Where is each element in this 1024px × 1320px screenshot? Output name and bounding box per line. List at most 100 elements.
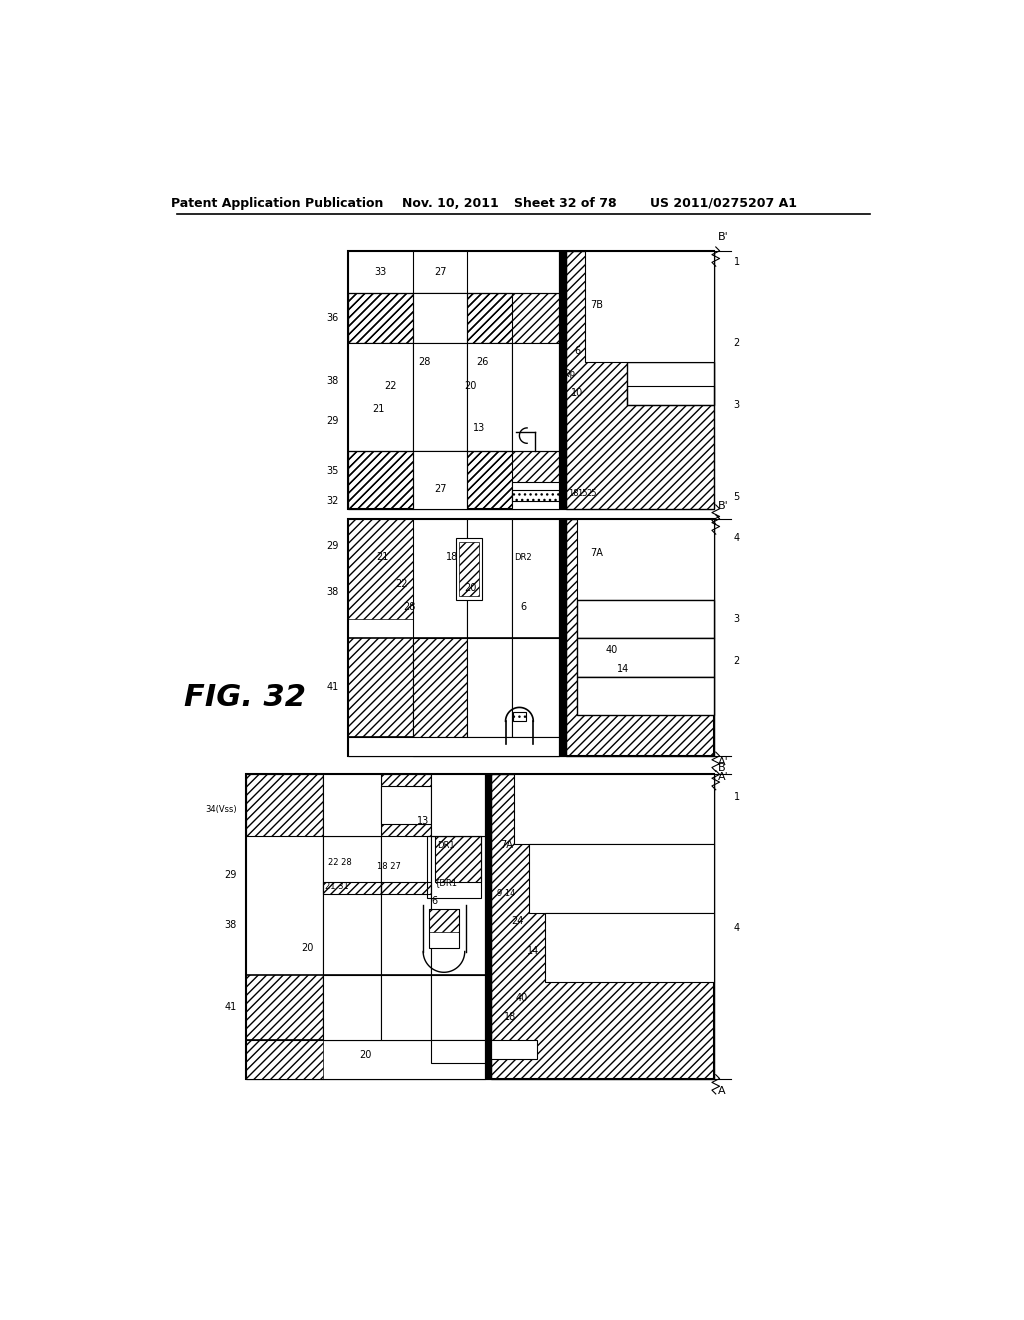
Text: 20: 20 [301,942,313,953]
Text: 5: 5 [733,492,739,502]
Text: Sheet 32 of 78: Sheet 32 of 78 [514,197,616,210]
Bar [348,451,413,508]
Bar [467,519,512,756]
Text: 21: 21 [373,404,385,413]
Bar [348,451,559,508]
Bar [565,519,714,756]
Text: 33: 33 [374,267,386,277]
Text: 40: 40 [605,644,617,655]
Bar [529,843,714,913]
Text: 26: 26 [476,358,488,367]
Text: 15: 15 [578,488,588,498]
Bar [323,974,381,1040]
Bar [348,293,559,343]
Bar [413,451,467,508]
Text: 3: 3 [733,614,739,624]
Bar [246,1040,484,1078]
Bar [323,775,381,1078]
Text: 2: 2 [733,656,739,667]
Text: B': B' [718,232,729,242]
Text: 1: 1 [733,257,739,268]
Text: 18: 18 [568,488,579,498]
Text: 20: 20 [359,1051,372,1060]
Bar [484,775,490,1078]
Bar [413,638,467,737]
Bar [381,974,431,1040]
Text: 14: 14 [617,664,630,675]
Bar [490,1040,538,1059]
Bar [628,363,714,405]
Text: 6: 6 [432,896,438,907]
Text: 1: 1 [733,792,739,803]
Bar [628,385,714,405]
Text: 41: 41 [327,682,339,693]
Bar [490,775,714,1078]
Text: 21 31: 21 31 [325,882,349,891]
Text: 34(Vss): 34(Vss) [205,805,237,813]
Text: DR1: DR1 [437,841,455,850]
Text: A': A' [718,758,729,767]
Text: 29: 29 [224,870,237,879]
Bar [323,775,381,836]
Bar [427,836,481,898]
Bar [429,909,460,948]
Text: 6: 6 [574,346,581,356]
Bar [348,737,559,756]
Bar [513,711,525,721]
Text: 14: 14 [527,946,540,957]
Text: 29: 29 [326,416,339,426]
Bar [246,775,714,1078]
Text: 7A: 7A [500,841,513,850]
Text: Nov. 10, 2011: Nov. 10, 2011 [401,197,499,210]
Bar [467,293,512,343]
Text: 27: 27 [434,484,446,495]
Bar [348,251,714,508]
Bar [559,519,565,756]
Bar [413,638,467,737]
Text: 22 28: 22 28 [328,858,352,867]
Bar [545,913,714,982]
Text: 22: 22 [384,380,396,391]
Bar [429,909,460,932]
Text: 10: 10 [571,388,584,399]
Bar [578,638,714,677]
Text: 28: 28 [419,358,431,367]
Bar [348,519,413,619]
Bar [246,1040,323,1078]
Text: 20: 20 [465,583,477,593]
Bar [578,599,714,638]
Text: Patent Application Publication: Patent Application Publication [171,197,383,210]
Text: B: B [718,763,726,774]
Text: 29: 29 [326,541,339,550]
Bar [431,775,484,1078]
Bar [578,519,714,599]
Text: B': B' [718,502,729,511]
Text: DR2: DR2 [514,553,532,562]
Bar [467,638,512,737]
Text: 9 14: 9 14 [497,890,515,898]
Bar [456,539,482,599]
Text: 35: 35 [326,466,339,477]
Text: US 2011/0275207 A1: US 2011/0275207 A1 [650,197,797,210]
Text: 27: 27 [434,267,446,277]
Text: 18 27: 18 27 [377,862,400,871]
Bar [413,519,467,756]
Text: 32: 32 [326,496,339,506]
Bar [348,293,413,343]
Text: 22: 22 [395,579,408,589]
Text: 7B: 7B [590,300,603,310]
Bar [381,882,431,894]
Text: 13: 13 [417,816,429,825]
Text: 38: 38 [327,376,339,385]
Bar [431,1040,484,1063]
Bar [512,519,559,756]
Text: 4: 4 [733,924,739,933]
Text: A: A [718,1086,726,1096]
Bar [323,882,381,894]
Bar [246,775,484,836]
Text: 7A: 7A [590,548,603,558]
Text: 2: 2 [733,338,739,348]
Bar [512,490,559,502]
Bar [559,251,565,508]
Bar [431,974,484,1040]
